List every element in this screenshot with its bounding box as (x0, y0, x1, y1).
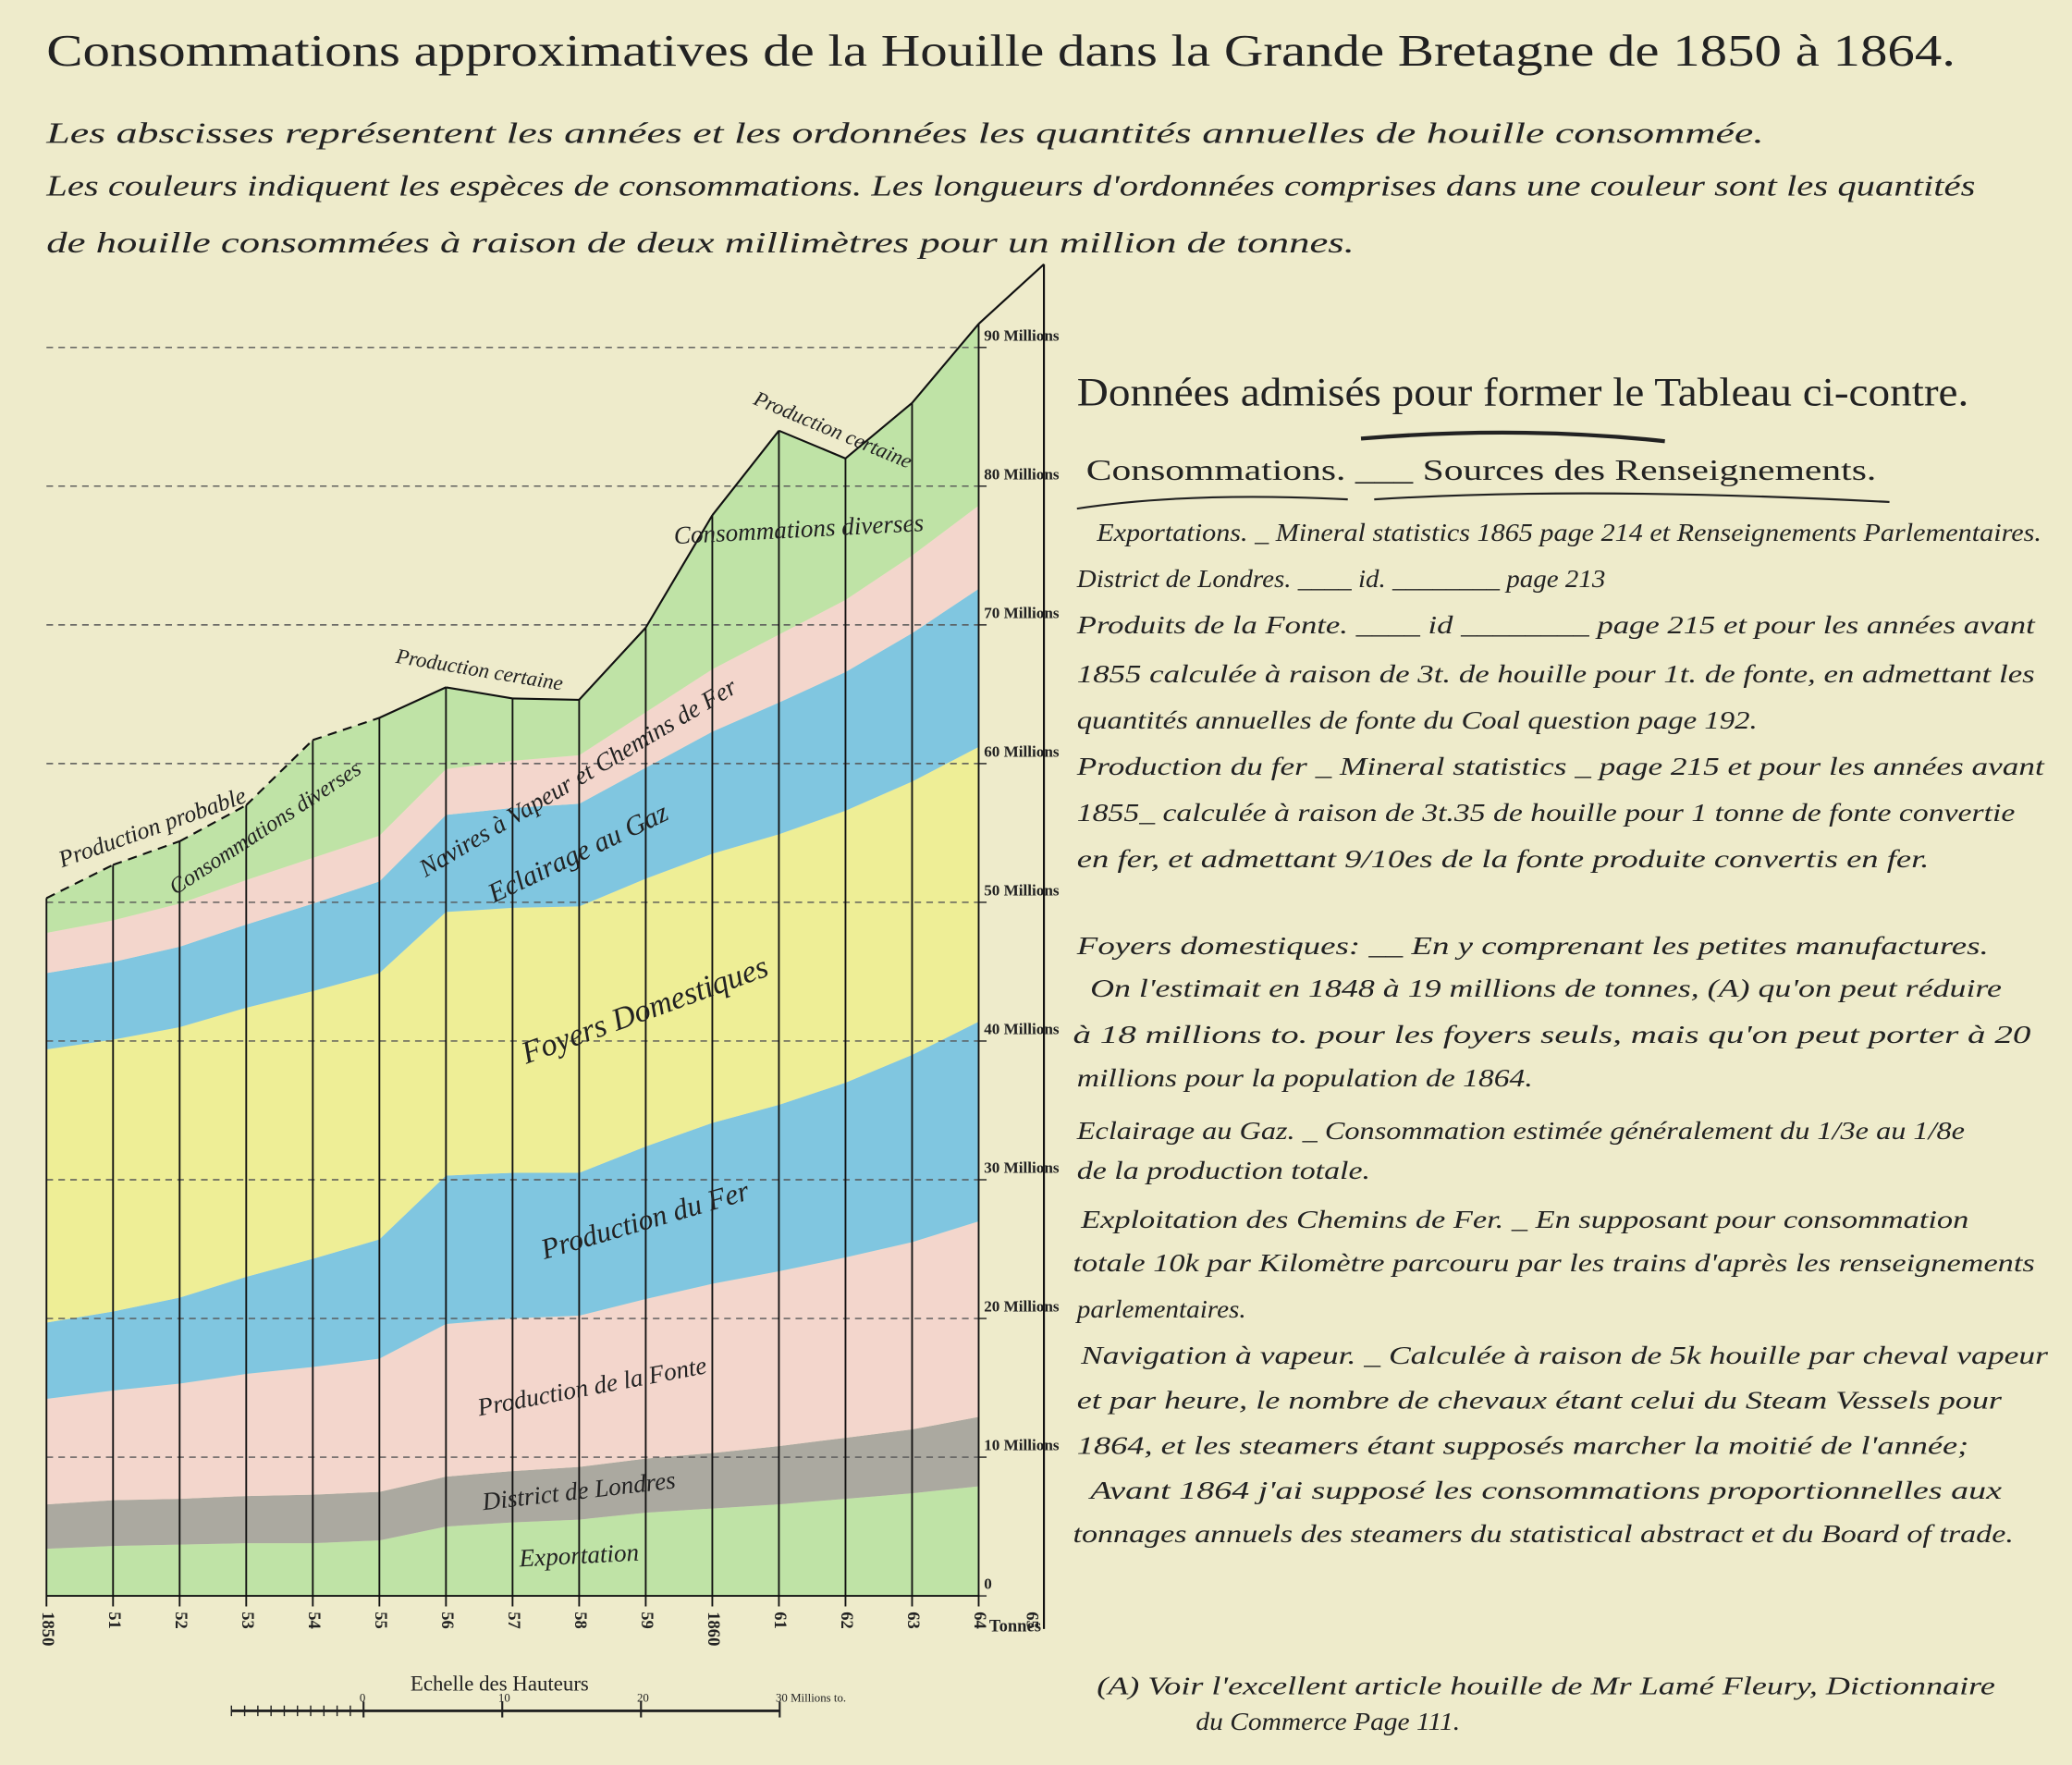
scale-tick-label: 30 Millions to. (776, 1692, 846, 1705)
note-line: et par heure, le nombre de chevaux étant… (1077, 1387, 2003, 1415)
x-tick-label: 63 (903, 1612, 923, 1629)
x-tick-label: 61 (770, 1612, 790, 1629)
note-line: quantités annuelles de fonte du Coal que… (1077, 706, 1758, 734)
y-tick-label: 50 Millions (984, 881, 1060, 899)
y-tick-label: 80 Millions (984, 465, 1060, 483)
area-band (46, 324, 979, 933)
top-outline (578, 627, 647, 701)
y-tick-label: 70 Millions (984, 604, 1060, 621)
x-tick-label: 55 (371, 1612, 390, 1629)
x-tick-label: 53 (238, 1612, 257, 1629)
note-line: 1855 calculée à raison de 3t. de houille… (1077, 660, 2035, 688)
y-tick-label: 40 Millions (984, 1020, 1060, 1037)
top-outline (446, 686, 513, 700)
note-line: tonnages annuels des steamers du statist… (1073, 1520, 2014, 1548)
note-line: 1855_ calculée à raison de 3t.35 de houi… (1077, 799, 2016, 827)
scale-tick-label: 0 (360, 1692, 365, 1705)
note-line: Eclairage au Gaz. _ Consommation estimée… (1076, 1117, 1965, 1145)
notes-columns: Consommations. ___ Sources des Renseigne… (1086, 454, 1876, 486)
subtitle: Les couleurs indiquent les espèces de co… (45, 170, 1975, 202)
notes: Exportations. _ Mineral statistics 1865 … (1073, 519, 2049, 1735)
frame (977, 263, 1045, 325)
note-line: totale 10k par Kilomètre parcouru par le… (1073, 1249, 2035, 1277)
top-outline (112, 840, 180, 866)
top-outline (312, 717, 380, 742)
note-line: District de Londres. ____ id. ________ p… (1076, 565, 1606, 593)
subtitle: Les abscisses représentent les années et… (45, 116, 1764, 149)
y-tick-label: 90 Millions (984, 326, 1060, 344)
x-tick-label: 62 (837, 1612, 856, 1629)
note-line: On l'estimait en 1848 à 19 millions de t… (1090, 974, 2002, 1002)
x-tick-label: 1860 (704, 1612, 723, 1646)
y-tick-label: 20 Millions (984, 1298, 1060, 1316)
note-line: Exploitation des Chemins de Fer. _ En su… (1080, 1206, 1968, 1233)
notes-heading: Données admisés pour former le Tableau c… (1077, 372, 1969, 415)
x-tick-label: 59 (637, 1612, 656, 1629)
scale-title: Echelle des Hauteurs (411, 1673, 589, 1696)
note-line: Foyers domestiques: __ En y comprenant l… (1075, 932, 1988, 960)
note-line: en fer, et admettant 9/10es de la fonte … (1077, 845, 1930, 873)
scale-tick-label: 20 (637, 1692, 649, 1705)
y-tick-label: 0 (984, 1575, 992, 1593)
note-line: parlementaires. (1075, 1295, 1246, 1323)
x-tick-label: 1850 (38, 1612, 57, 1646)
x-end-label: 65 (1023, 1612, 1042, 1629)
x-tick-label: 56 (437, 1612, 457, 1629)
note-line: Exportations. _ Mineral statistics 1865 … (1096, 519, 2041, 546)
note-line: Production du fer _ Mineral statistics _… (1075, 753, 2045, 780)
chart-title: Consommations approximatives de la Houil… (46, 26, 1956, 76)
subtitle: de houille consommées à raison de deux m… (46, 227, 1355, 259)
footnote: du Commerce Page 111. (1195, 1708, 1460, 1735)
y-tick-label: 60 Millions (984, 742, 1060, 760)
scale-tick-label: 10 (498, 1692, 510, 1705)
y-unit: Tonnes (989, 1617, 1041, 1636)
note-line: 1864, et les steamers étant supposés mar… (1077, 1431, 1969, 1459)
top-outline (779, 429, 846, 460)
note-line: Avant 1864 j'ai supposé les consommation… (1087, 1477, 2002, 1504)
flourish (1360, 430, 1665, 444)
note-line: de la production totale. (1077, 1157, 1370, 1184)
top-outline (844, 401, 913, 460)
x-tick-label: 64 (970, 1612, 989, 1629)
top-outline (512, 697, 580, 701)
top-outline (911, 323, 980, 404)
top-outline (378, 686, 447, 719)
footnote: (A) Voir l'excellent article houille de … (1097, 1672, 1995, 1699)
y-tick-label: 30 Millions (984, 1159, 1060, 1177)
top-outline (644, 514, 714, 629)
note-line: Navigation à vapeur. _ Calculée à raison… (1080, 1342, 2049, 1369)
flourish (1076, 492, 1890, 510)
x-tick-label: 51 (104, 1612, 124, 1629)
x-tick-label: 54 (304, 1612, 324, 1629)
x-tick-label: 58 (570, 1612, 590, 1629)
top-outline (711, 430, 780, 517)
x-tick-label: 52 (171, 1612, 190, 1629)
band-label: Exportation (518, 1538, 640, 1573)
y-tick-label: 10 Millions (984, 1437, 1060, 1454)
x-tick-label: 57 (504, 1612, 523, 1629)
top-outline (178, 803, 247, 842)
note-line: à 18 millions to. pour les foyers seuls,… (1073, 1021, 2032, 1048)
note-line: millions pour la population de 1864. (1077, 1064, 1533, 1092)
top-outline (45, 864, 114, 900)
note-line: Produits de la Fonte. ____ id ________ p… (1076, 611, 2037, 639)
area-band (46, 505, 979, 974)
